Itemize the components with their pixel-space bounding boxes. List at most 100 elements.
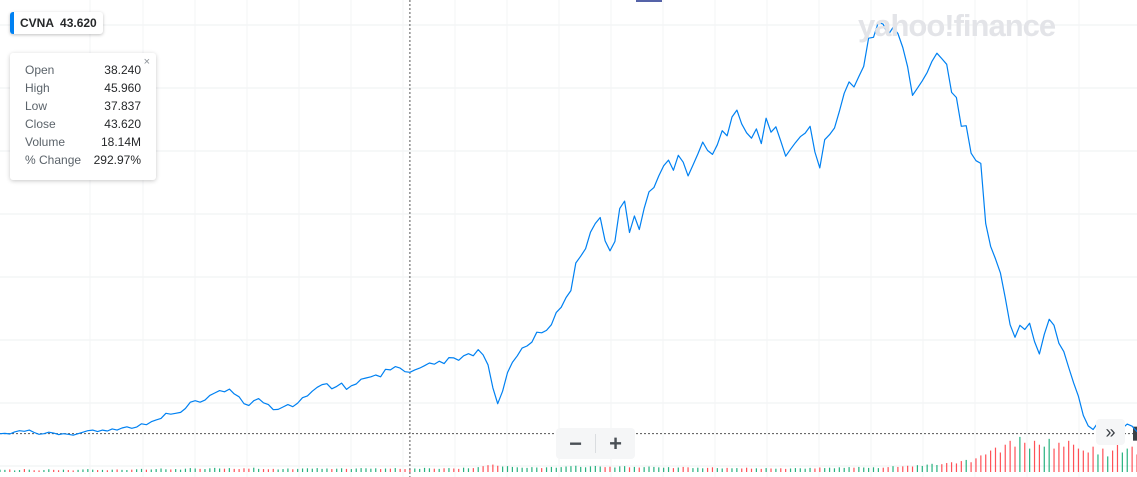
- volume-bar: [14, 470, 16, 472]
- expand-button[interactable]: »: [1096, 419, 1125, 445]
- zoom-out-button[interactable]: −: [569, 430, 582, 456]
- volume-bar: [326, 468, 328, 472]
- volume-bar: [511, 466, 513, 472]
- volume-bar: [863, 467, 865, 472]
- volume-bar: [189, 468, 191, 472]
- volume-bar: [877, 468, 879, 472]
- volume-bar: [92, 469, 94, 472]
- volume-bar: [545, 467, 548, 472]
- volume-bar: [175, 469, 177, 472]
- volume-bar: [936, 464, 938, 472]
- volume-bar: [1112, 450, 1114, 472]
- volume-bar: [1043, 446, 1045, 472]
- volume-bar: [785, 468, 787, 472]
- volume-bar: [584, 467, 587, 472]
- volume-bar: [487, 465, 489, 472]
- volume-bar: [1004, 444, 1006, 472]
- volume-bar: [453, 468, 455, 472]
- volume-bar: [506, 466, 509, 472]
- volume-bar: [746, 467, 748, 472]
- volume-bar: [301, 468, 304, 472]
- volume-bar: [560, 467, 562, 472]
- volume-bar: [833, 468, 836, 472]
- volume-bar: [643, 467, 645, 472]
- volume-bar: [902, 466, 904, 472]
- volume-bar: [1019, 436, 1021, 472]
- price-line: [0, 21, 1137, 436]
- volume-bar: [516, 467, 518, 472]
- ohlc-row-volume: Volume 18.14M: [25, 135, 141, 153]
- volume-bar: [48, 469, 50, 472]
- volume-bar: [916, 465, 919, 472]
- volume-bar: [497, 465, 499, 472]
- volume-bar: [692, 468, 694, 472]
- volume-bar: [204, 469, 206, 472]
- ohlc-label: % Change: [25, 153, 82, 167]
- volume-bar: [648, 466, 650, 472]
- volume-bar: [868, 467, 870, 472]
- volume-bar: [575, 465, 577, 472]
- ticker-price: 43.620: [60, 16, 97, 30]
- volume-bar: [555, 467, 557, 472]
- volume-bar: [433, 468, 435, 472]
- volume-bar: [955, 463, 958, 472]
- volume-bar: [33, 470, 35, 472]
- volume-bar: [101, 469, 104, 472]
- volume-bar: [970, 462, 972, 472]
- price-series: [0, 21, 1137, 436]
- volume-bar: [389, 468, 391, 472]
- volume-bar: [267, 469, 269, 472]
- zoom-in-button[interactable]: +: [609, 430, 622, 456]
- volume-bar: [502, 466, 504, 472]
- volume-bar: [804, 468, 806, 472]
- volume-bar: [824, 468, 826, 472]
- volume-bar: [1068, 440, 1070, 472]
- volume-bar: [731, 468, 733, 472]
- volume-bar: [258, 468, 260, 472]
- volume-bar: [282, 469, 284, 472]
- volume-bar: [975, 458, 977, 472]
- close-icon[interactable]: ×: [143, 56, 150, 68]
- volume-bar: [62, 469, 65, 472]
- volume-bar: [297, 468, 299, 472]
- volume-bar: [780, 468, 782, 472]
- volume-bar: [819, 467, 821, 472]
- volume-bar: [194, 468, 196, 472]
- volume-bar: [521, 467, 523, 472]
- volume-bar: [570, 466, 572, 472]
- volume-bar: [43, 470, 45, 472]
- volume-bar: [414, 468, 416, 472]
- volume-bar: [716, 468, 718, 472]
- range-marker: [636, 0, 662, 2]
- volume-bar: [741, 468, 743, 472]
- volume-bar: [331, 469, 333, 472]
- volume-bar: [633, 466, 635, 472]
- ohlc-row-high: High 45.960: [25, 81, 141, 99]
- volume-bar: [1033, 440, 1036, 472]
- zoom-divider: [595, 434, 596, 453]
- volume-bar: [536, 467, 538, 472]
- ohlc-tooltip: × Open 38.240 High 45.960 Low 37.837 Clo…: [10, 53, 156, 180]
- volume-bar: [155, 469, 157, 472]
- volume-bar: [1077, 448, 1080, 472]
- volume-bar: [1014, 446, 1016, 472]
- volume-bar: [136, 469, 138, 472]
- volume-bar: [1097, 454, 1099, 472]
- volume-bar: [809, 467, 811, 472]
- volume-bar: [462, 467, 465, 472]
- volume-bar: [345, 468, 348, 472]
- volume-bar: [1087, 452, 1089, 472]
- volume-bar: [950, 462, 953, 472]
- volume-bar: [370, 468, 372, 472]
- volume-bar: [443, 468, 445, 472]
- volume-bar: [170, 469, 172, 472]
- volume-bar: [892, 466, 894, 472]
- ohlc-label: Close: [25, 117, 56, 131]
- volume-bar: [897, 466, 899, 472]
- volume-bar: [380, 469, 382, 472]
- volume-bar: [619, 466, 621, 472]
- volume-bar: [960, 461, 962, 472]
- volume-bar: [38, 470, 40, 472]
